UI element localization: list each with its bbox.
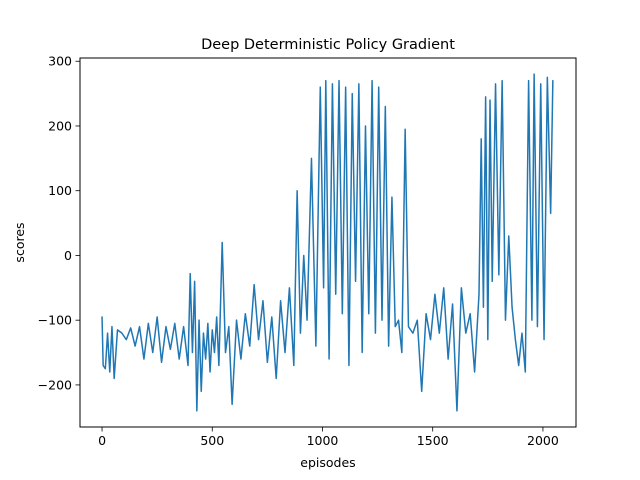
y-tick-label: 300 bbox=[48, 54, 72, 69]
x-tick-label: 0 bbox=[98, 433, 106, 448]
x-tick-label: 1000 bbox=[307, 433, 339, 448]
x-axis: 0 500 1000 1500 2000 bbox=[98, 427, 559, 448]
x-tick-label: 500 bbox=[200, 433, 224, 448]
y-axis-label: scores bbox=[12, 222, 27, 262]
x-axis-label: episodes bbox=[300, 455, 355, 470]
chart-title: Deep Deterministic Policy Gradient bbox=[201, 37, 455, 53]
data-layer bbox=[101, 73, 554, 412]
plot-area-frame bbox=[79, 57, 577, 428]
x-tick-label: 2000 bbox=[527, 433, 559, 448]
y-tick-label: 0 bbox=[64, 248, 72, 263]
y-tick-label: 100 bbox=[48, 183, 72, 198]
y-tick-label: 200 bbox=[48, 118, 72, 133]
y-axis: −200 −100 0 100 200 300 bbox=[38, 54, 80, 392]
x-tick-label: 1500 bbox=[417, 433, 449, 448]
series-line bbox=[101, 73, 554, 412]
y-tick-label: −200 bbox=[38, 377, 72, 392]
y-tick-label: −100 bbox=[38, 313, 72, 328]
